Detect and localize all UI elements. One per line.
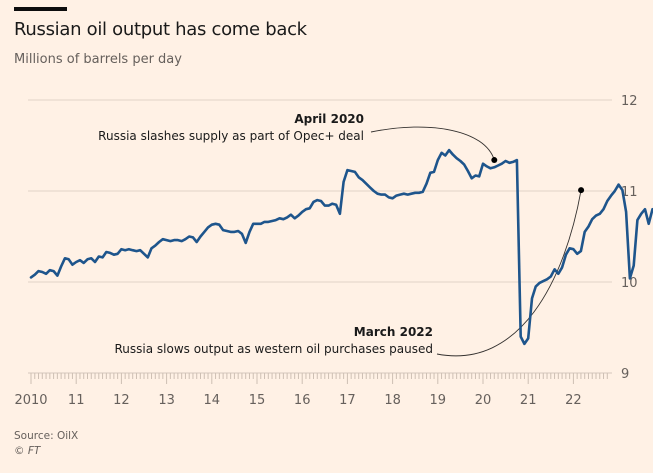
x-tick-label: 15	[249, 393, 266, 408]
x-tick-label: 18	[384, 393, 401, 408]
x-axis: 2010 11 12 13 14 15 16 17 18 19 20 21 22	[14, 372, 612, 408]
x-tick-label: 11	[68, 393, 85, 408]
x-tick-label: 2010	[14, 393, 47, 408]
source-note: Source: OilX	[14, 430, 79, 442]
x-tick-label: 13	[158, 393, 175, 408]
copyright-note: © FT	[14, 445, 41, 457]
gridlines	[28, 99, 612, 283]
brand-rule	[14, 7, 67, 11]
annotation-text-march-2022: Russia slows output as western oil purch…	[114, 342, 433, 356]
annotation-title-march-2022: March 2022	[354, 325, 433, 339]
x-tick-label: 22	[565, 393, 582, 408]
annotation-leaders	[370, 126, 582, 357]
x-tick-label: 20	[475, 393, 492, 408]
y-tick-label: 12	[621, 94, 638, 109]
x-tick-label: 19	[430, 393, 447, 408]
leader-march-2022	[436, 190, 582, 357]
marker-april-2020	[491, 157, 498, 164]
y-tick-label: 11	[621, 185, 638, 200]
series-line-russian-oil-output	[29, 148, 653, 346]
annotation-markers	[491, 157, 585, 194]
leader-april-2020	[370, 126, 495, 161]
annotations: April 2020 Russia slashes supply as part …	[98, 112, 433, 356]
annotation-text-april-2020: Russia slashes supply as part of Opec+ d…	[98, 129, 364, 143]
chart-title: Russian oil output has come back	[14, 19, 307, 40]
chart-subtitle: Millions of barrels per day	[14, 52, 182, 67]
marker-march-2022	[578, 187, 585, 194]
x-tick-label: 16	[294, 393, 311, 408]
x-tick-label: 12	[113, 393, 130, 408]
x-tick-label: 21	[520, 393, 537, 408]
y-tick-label: 9	[621, 367, 629, 382]
annotation-title-april-2020: April 2020	[294, 112, 364, 126]
x-tick-label: 17	[339, 393, 356, 408]
x-tick-label: 14	[204, 393, 221, 408]
y-axis-labels: 12 11 10 9	[621, 94, 638, 382]
y-tick-label: 10	[621, 276, 638, 291]
